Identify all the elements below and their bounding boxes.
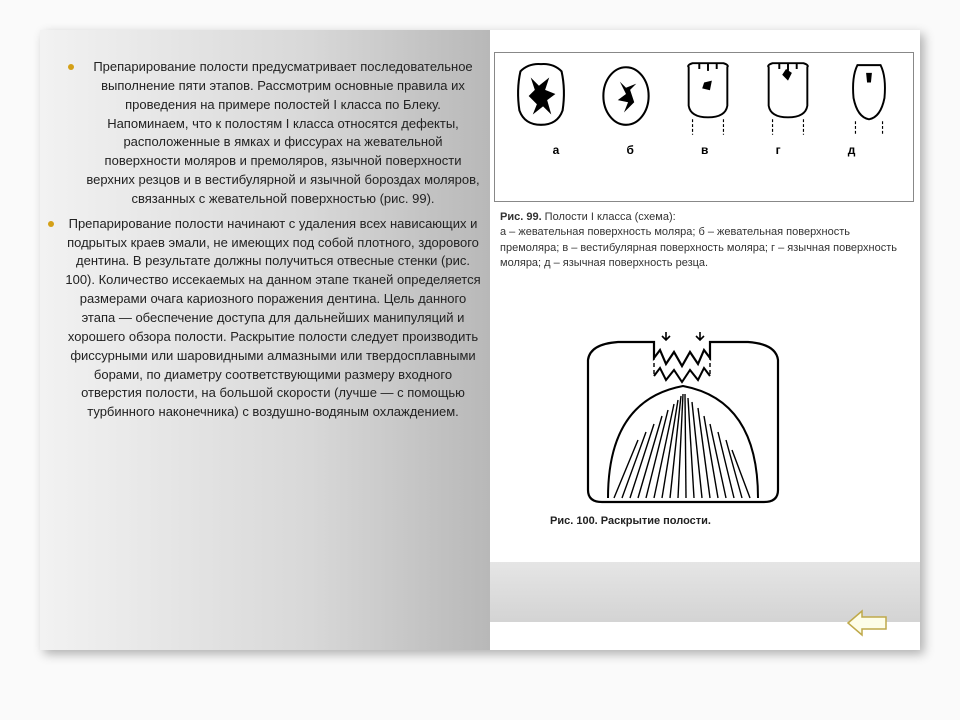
slide-card: Препарирование полости предусматривает п… xyxy=(40,30,920,650)
tooth-d-icon xyxy=(840,59,898,137)
tooth-a-icon xyxy=(510,59,572,131)
back-arrow-icon[interactable] xyxy=(846,608,890,638)
bullet-item: Препарирование полости предусматривает п… xyxy=(68,58,482,209)
figure-99: а б в г д xyxy=(494,52,914,202)
fig99-body: а – жевательная поверхность моляра; б – … xyxy=(500,226,897,269)
bullet-text-2: Препарирование полости начинают с удален… xyxy=(64,215,482,422)
figure-100: Рис. 100. Раскрытие полости. xyxy=(540,330,840,550)
lbl-b: б xyxy=(626,143,633,157)
lbl-a: а xyxy=(553,143,560,157)
bullet-icon xyxy=(68,64,74,70)
lbl-g: г xyxy=(776,143,781,157)
bullet-icon xyxy=(48,221,54,227)
label-row: а б в г д xyxy=(495,139,913,157)
fig100-caption: Рис. 100. Раскрытие полости. xyxy=(540,515,840,527)
tooth-v-icon xyxy=(679,59,737,137)
teeth-row xyxy=(495,53,913,139)
lbl-d: д xyxy=(848,143,856,157)
fig99-caption: Рис. 99. Полости I класса (схема): а – ж… xyxy=(500,210,910,272)
fig99-title: Рис. 99. xyxy=(500,211,542,223)
bullet-text-1: Препарирование полости предусматривает п… xyxy=(84,58,482,209)
crown-section-icon xyxy=(568,330,798,510)
tooth-g-icon xyxy=(759,59,817,137)
arrow-shape xyxy=(848,611,886,635)
fig99-heading: Полости I класса (схема): xyxy=(542,211,676,223)
lbl-v: в xyxy=(701,143,708,157)
bullet-item: Препарирование полости начинают с удален… xyxy=(48,215,482,422)
tooth-b-icon xyxy=(595,59,657,131)
text-column: Препарирование полости предусматривает п… xyxy=(40,30,490,650)
figure-column: а б в г д Рис. 99. Полости I класса (схе… xyxy=(490,30,920,650)
